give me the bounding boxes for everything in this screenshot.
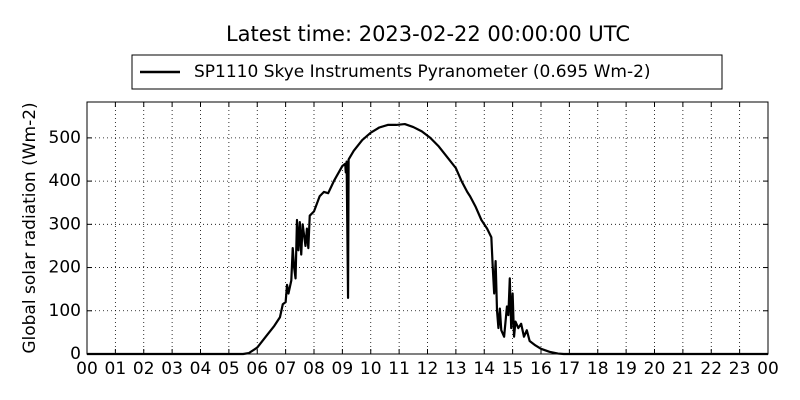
x-tick-label: 07 bbox=[275, 359, 297, 379]
legend-label: SP1110 Skye Instruments Pyranometer (0.6… bbox=[194, 62, 651, 82]
x-tick-label: 12 bbox=[417, 359, 439, 379]
x-tick-label: 06 bbox=[246, 359, 268, 379]
x-tick-label: 14 bbox=[473, 359, 495, 379]
y-tick-label: 300 bbox=[49, 214, 81, 234]
x-tick-label: 08 bbox=[303, 359, 325, 379]
x-tick-label: 20 bbox=[644, 359, 666, 379]
x-tick-label: 22 bbox=[700, 359, 722, 379]
x-tick-label: 13 bbox=[445, 359, 467, 379]
y-tick-label: 100 bbox=[49, 301, 81, 321]
x-tick-label: 00 bbox=[757, 359, 779, 379]
x-tick-label: 16 bbox=[530, 359, 552, 379]
x-tick-label: 00 bbox=[76, 359, 98, 379]
y-axis-label: Global solar radiation (Wm-2) bbox=[20, 102, 40, 353]
x-tick-label: 11 bbox=[388, 359, 410, 379]
data-line bbox=[87, 122, 768, 356]
legend-box bbox=[131, 54, 723, 90]
x-tick-label: 10 bbox=[360, 359, 382, 379]
y-tick-label: 200 bbox=[49, 258, 81, 278]
y-tick-label: 400 bbox=[49, 171, 81, 191]
x-tick-label: 05 bbox=[218, 359, 240, 379]
x-tick-label: 04 bbox=[190, 359, 212, 379]
x-tick-label: 19 bbox=[615, 359, 637, 379]
x-tick-label: 15 bbox=[502, 359, 524, 379]
plot-frame bbox=[86, 101, 769, 355]
x-tick-label: 18 bbox=[587, 359, 609, 379]
y-tick-label: 500 bbox=[49, 128, 81, 148]
x-tick-label: 03 bbox=[161, 359, 183, 379]
x-tick-label: 23 bbox=[729, 359, 751, 379]
x-tick-label: 02 bbox=[133, 359, 155, 379]
chart-title: Latest time: 2023-02-22 00:00:00 UTC bbox=[226, 22, 630, 46]
x-tick-label: 17 bbox=[559, 359, 581, 379]
x-tick-label: 09 bbox=[332, 359, 354, 379]
y-tick-label: 0 bbox=[70, 344, 81, 364]
x-tick-label: 21 bbox=[672, 359, 694, 379]
x-tick-label: 01 bbox=[105, 359, 127, 379]
